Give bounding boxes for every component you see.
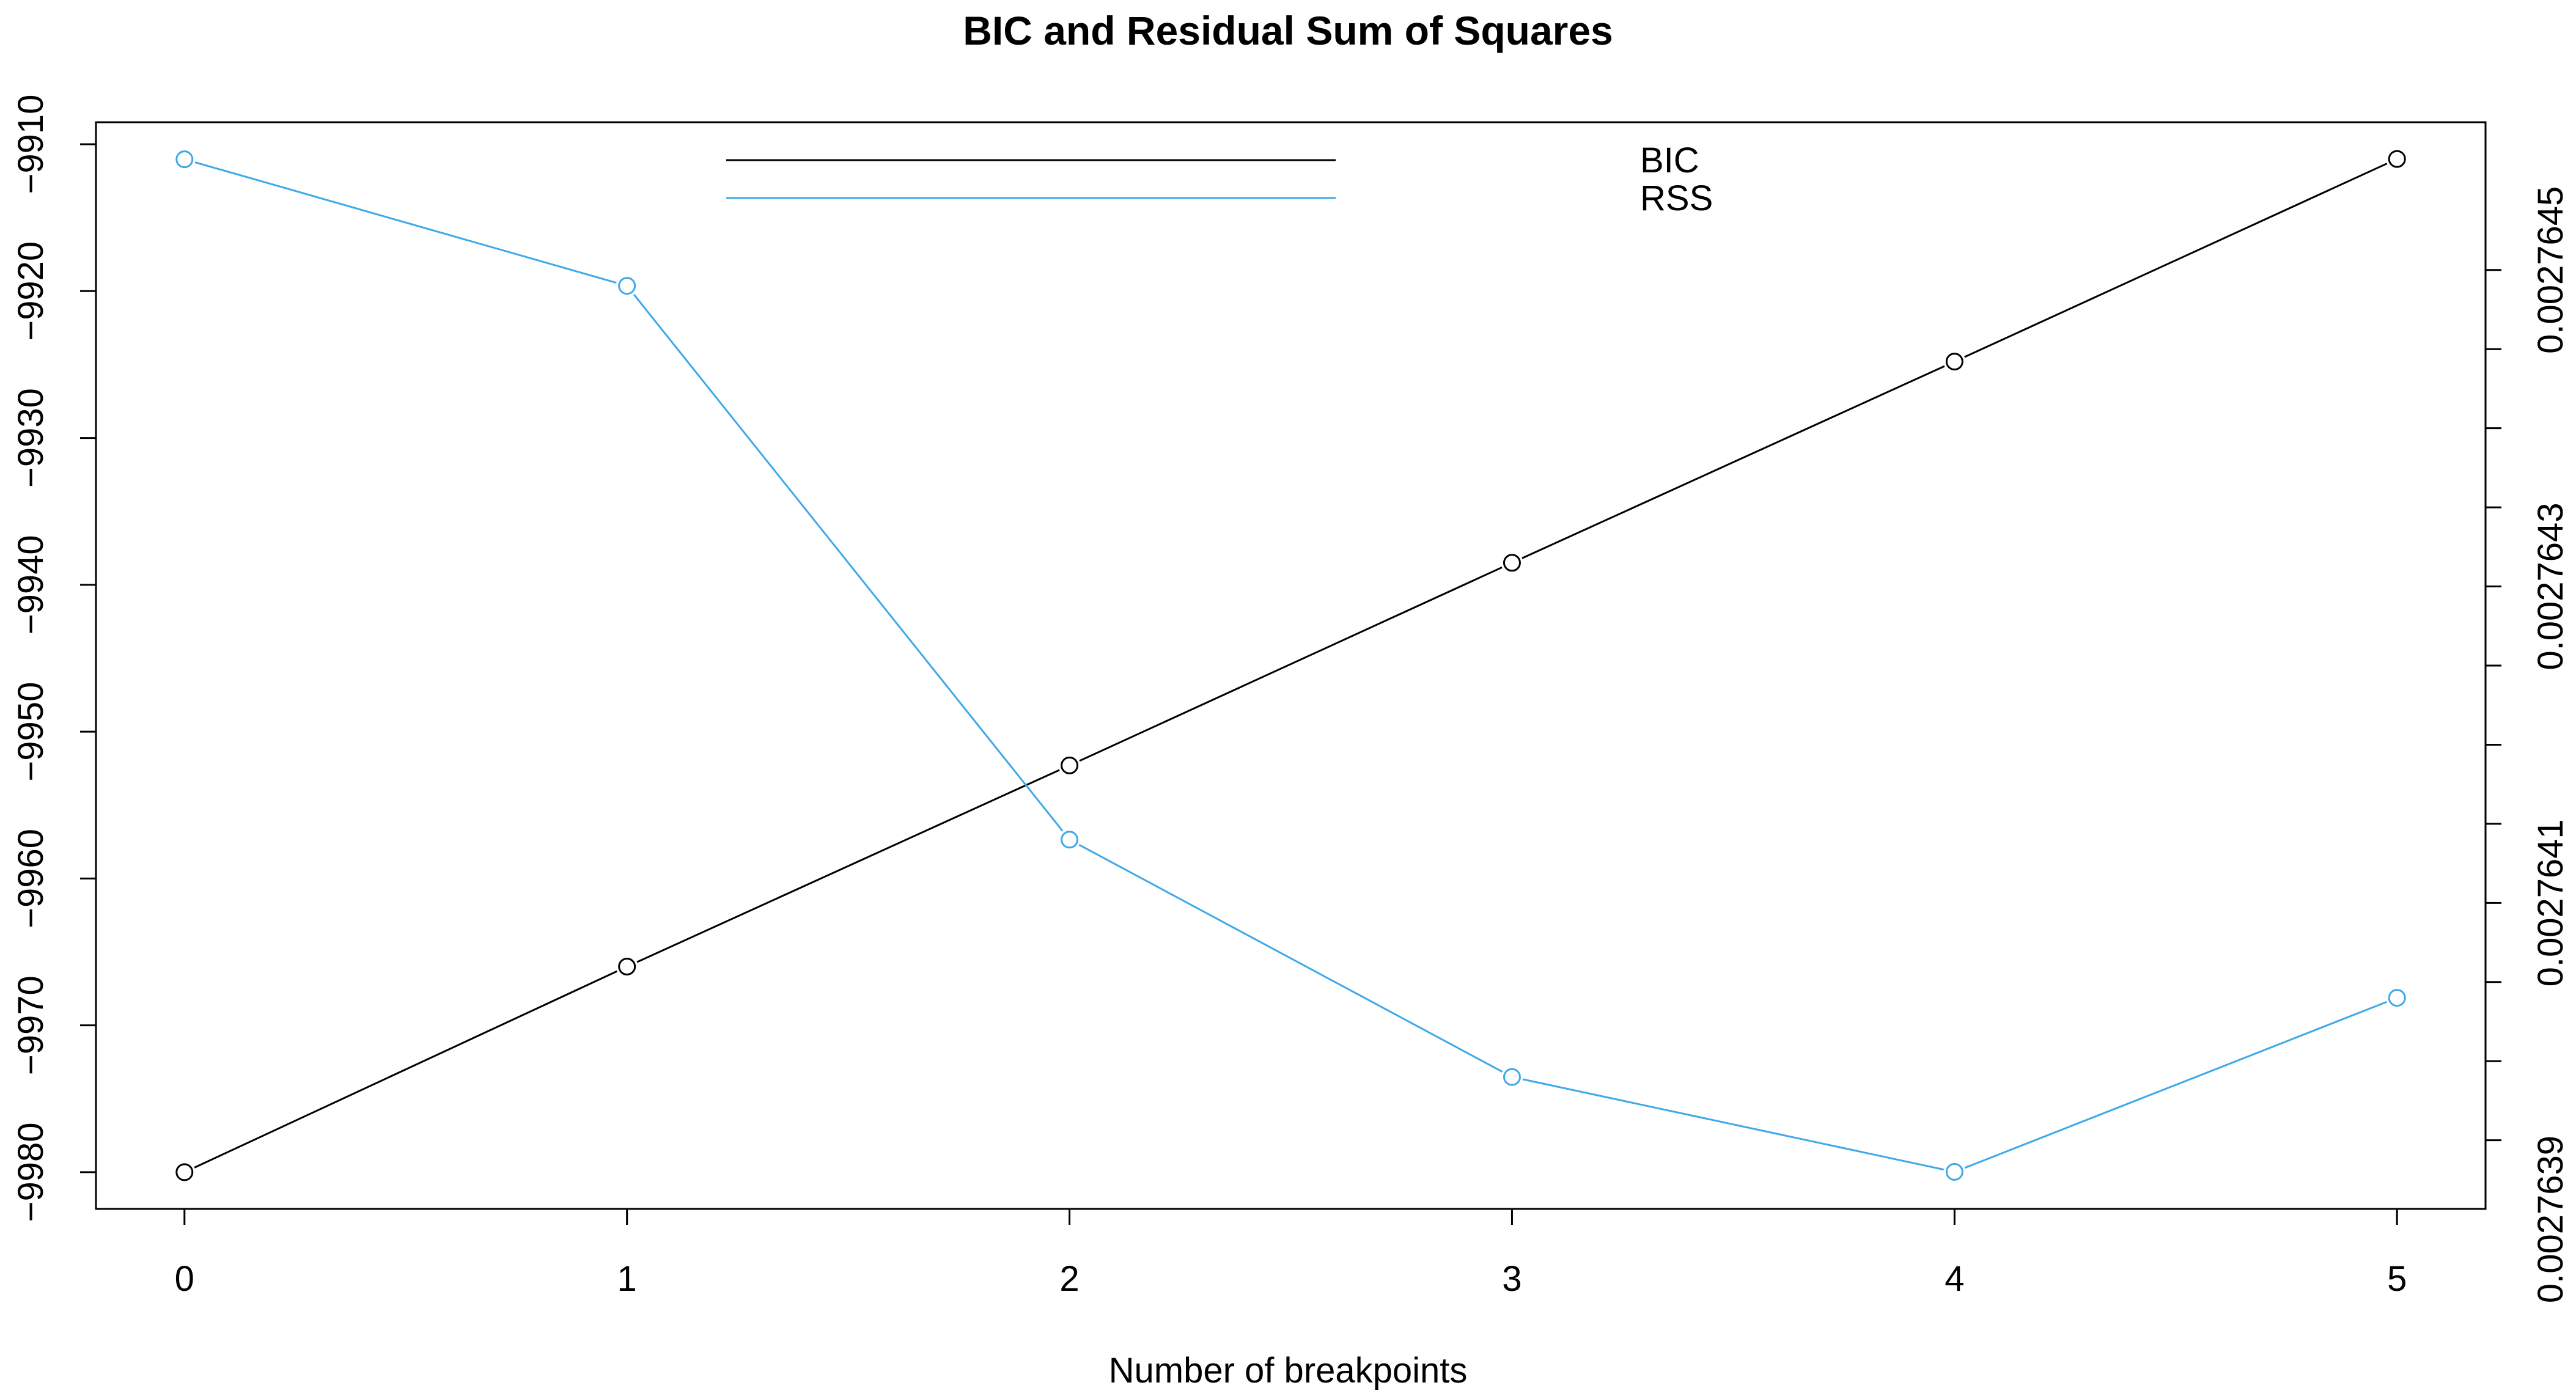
- data-point: [175, 1163, 194, 1181]
- data-point: [1061, 831, 1079, 849]
- data-point: [1503, 1068, 1521, 1086]
- x-axis-label: Number of breakpoints: [1109, 1351, 1468, 1390]
- series-rss: [175, 150, 2406, 1181]
- y-left-tick-label: −9970: [11, 975, 51, 1075]
- y-right-tick-label: 0.0027641: [2531, 819, 2570, 986]
- y-right-tick-label: 0.0027645: [2531, 186, 2570, 354]
- series-line-segment: [1964, 163, 2388, 358]
- x-tick-label: 0: [175, 1259, 194, 1299]
- y-left-tick-label: −9940: [11, 535, 51, 634]
- y-axis-right: 0.0027645 0.0027643 0.0027641 0.0027639: [2484, 186, 2570, 1303]
- series-line-segment: [1078, 843, 1503, 1073]
- data-point: [1945, 1162, 1963, 1181]
- series-line-segment: [1079, 566, 1503, 762]
- data-point: [1945, 353, 1963, 371]
- series-line-segment: [1522, 365, 1945, 559]
- y-left-tick-label: −9930: [11, 388, 51, 488]
- y-left-tick-label: −9920: [11, 241, 51, 341]
- series-line-segment: [636, 769, 1060, 963]
- y-left-tick-label: −9950: [11, 682, 51, 782]
- y-right-tick-label: 0.0027639: [2531, 1136, 2570, 1303]
- x-tick-label: 5: [2387, 1259, 2407, 1299]
- y-axis-left: −9910 −9920 −9930 −9940 −9950 −9960 −9970 −9980: [11, 95, 97, 1222]
- series-line-segment: [1522, 1078, 1945, 1171]
- data-point: [618, 277, 636, 295]
- legend-label-bic: BIC: [1640, 141, 1699, 180]
- x-tick-label: 4: [1945, 1259, 1964, 1299]
- x-tick-label: 2: [1059, 1259, 1079, 1299]
- series-line-segment: [194, 970, 617, 1169]
- y-right-tick-label: 0.0027643: [2531, 502, 2570, 670]
- data-point: [1503, 554, 1521, 572]
- y-left-tick-label: −9980: [11, 1122, 51, 1222]
- data-point: [1061, 756, 1079, 774]
- y-left-tick-label: −9910: [11, 95, 51, 194]
- series-line-segment: [194, 161, 617, 284]
- data-point: [2388, 150, 2406, 168]
- legend-label-rss: RSS: [1640, 178, 1713, 218]
- data-point: [175, 150, 194, 169]
- x-tick-label: 1: [617, 1259, 637, 1299]
- x-axis: 0 1 2 3 4 5: [175, 1208, 2407, 1299]
- y-left-tick-label: −9960: [11, 829, 51, 928]
- series-line-segment: [1964, 1001, 2388, 1169]
- data-point: [618, 958, 636, 976]
- series-bic: [175, 150, 2406, 1181]
- data-point: [2388, 989, 2406, 1007]
- series-line-segment: [633, 293, 1064, 832]
- chart-title: BIC and Residual Sum of Squares: [963, 8, 1613, 53]
- x-tick-label: 3: [1502, 1259, 1522, 1299]
- series-layer: [175, 150, 2406, 1181]
